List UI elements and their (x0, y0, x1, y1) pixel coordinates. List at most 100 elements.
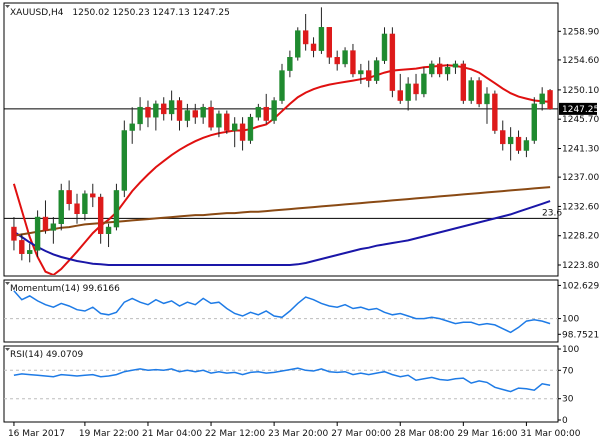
bull-candle (137, 106, 143, 125)
price-axis-label: 1241.30 (562, 144, 599, 154)
bull-candle (184, 110, 191, 121)
bull-candle (381, 33, 388, 61)
bull-candle (168, 100, 175, 115)
ohlc-readout: 1250.02 1250.23 1247.13 1247.25 (72, 8, 229, 18)
rsi-axis-label: 0 (562, 416, 568, 426)
bear-candle (161, 103, 167, 115)
bear-candle (460, 63, 467, 101)
time-axis-label: 16 Mar 2017 (8, 429, 65, 439)
time-axis-label: 21 Mar 04:00 (142, 429, 202, 439)
momentum-axis-label: 102.6292 (562, 281, 600, 291)
bull-candle (507, 136, 514, 145)
rsi-line (13, 367, 551, 393)
bull-candle (255, 106, 262, 118)
bull-candle (247, 116, 254, 141)
price-axis-label: 1245.70 (562, 115, 599, 125)
label-layer: 1258.90 1254.60 1250.10 1245.70 1241.30 1237.… (8, 27, 600, 439)
price-axis-label: 1250.10 (562, 86, 599, 96)
bear-candle (42, 216, 49, 231)
bear-candle (310, 43, 317, 51)
time-axis-label: 27 Mar 00:00 (331, 429, 391, 439)
bull-candle (271, 100, 277, 121)
bull-candle (129, 123, 135, 131)
bear-candle (547, 90, 553, 110)
bull-candle (444, 67, 451, 75)
ma100-line (13, 200, 551, 266)
price-axis-label: 1237.00 (562, 173, 599, 183)
bear-candle (436, 63, 443, 75)
bull-candle (27, 250, 33, 254)
bull-candle (342, 50, 348, 65)
bear-candle (19, 240, 25, 254)
bull-candle (82, 193, 88, 214)
price-axis-label: 1232.60 (562, 202, 599, 212)
time-axis-label: 22 Mar 12:00 (205, 429, 265, 439)
bear-candle (90, 193, 96, 198)
bull-candle (232, 123, 238, 131)
pane-marker-icon (5, 282, 10, 285)
bear-candle (515, 136, 522, 151)
momentum-pane (3, 279, 559, 343)
bull-candle (153, 103, 159, 118)
rsi-axis-label: 30 (562, 395, 574, 405)
bear-candle (334, 57, 340, 65)
momentum-pane-title: Momentum(14) 99.6166 (10, 284, 120, 294)
bull-candle (421, 73, 427, 95)
momentum-axis-label: 98.7521 (562, 330, 599, 340)
bear-candle (224, 113, 230, 131)
bull-candle (468, 80, 474, 101)
bear-candle (397, 90, 403, 101)
time-axis-label: 31 Mar 00:00 (520, 429, 580, 439)
price-axis-label: 1223.80 (562, 261, 599, 271)
bull-candle (216, 113, 222, 128)
momentum-line (13, 290, 551, 334)
bear-candle (176, 100, 183, 121)
rsi-axis-label: 70 (562, 366, 574, 376)
bull-candle (523, 140, 530, 151)
bear-candle (74, 203, 80, 214)
price-axis-label: 1254.60 (562, 56, 599, 66)
bull-candle (484, 93, 490, 105)
bull-candle (113, 190, 120, 228)
time-axis-label: 29 Mar 16:00 (457, 429, 517, 439)
bull-candle (200, 106, 206, 118)
price-axis-label: 1228.20 (562, 232, 599, 242)
bear-candle (66, 190, 72, 205)
bull-candle (279, 70, 285, 101)
current-price-label: 1247.25 (562, 105, 599, 115)
rsi-axis-label: 100 (562, 345, 579, 355)
time-axis-label: 23 Mar 20:00 (268, 429, 328, 439)
bear-candle (11, 226, 17, 241)
bull-candle (531, 103, 537, 141)
bear-candle (145, 106, 151, 118)
bull-candle (121, 130, 128, 191)
time-axis-label: 28 Mar 08:00 (394, 429, 454, 439)
pane-marker-icon (5, 348, 10, 351)
bear-candle (366, 70, 372, 81)
bear-candle (208, 106, 214, 128)
bull-candle (295, 30, 301, 58)
bull-candle (105, 226, 112, 234)
bull-candle (405, 83, 411, 101)
bull-candle (287, 57, 293, 71)
grid-layer (4, 108, 558, 400)
bear-candle (350, 50, 356, 75)
price-axis-label: 1258.90 (562, 27, 599, 37)
fib-level-label: 23.6 (542, 208, 562, 218)
bull-candle (539, 93, 545, 105)
bear-candle (263, 106, 269, 121)
rsi-pane (3, 345, 559, 423)
bull-candle (373, 60, 380, 81)
symbol-label: XAUUSD,H4 (10, 8, 64, 18)
current-price-tag (559, 102, 597, 115)
bear-candle (326, 27, 332, 58)
candle-layer (11, 7, 553, 263)
bull-candle (358, 70, 364, 75)
bear-candle (302, 30, 309, 45)
bull-candle (58, 190, 64, 224)
rsi-pane-title: RSI(14) 49.0709 (10, 350, 83, 360)
pane-marker-icon (5, 5, 10, 8)
bear-candle (476, 80, 482, 105)
bull-candle (50, 223, 57, 231)
